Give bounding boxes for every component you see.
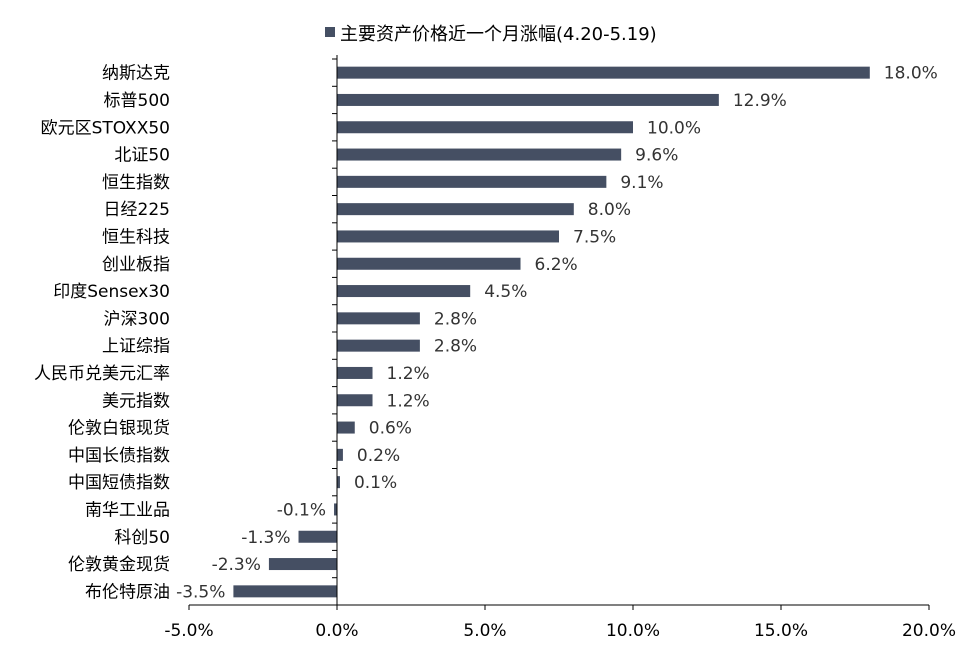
- data-label: 10.0%: [647, 118, 701, 138]
- x-tick-label: 15.0%: [754, 621, 808, 641]
- category-label: 沪深300: [104, 309, 170, 329]
- data-label: 9.1%: [620, 173, 663, 193]
- category-label: 标普500: [104, 91, 170, 111]
- bar: [337, 257, 521, 270]
- bar: [337, 339, 420, 352]
- category-label: 恒生科技: [102, 227, 170, 247]
- bar: [337, 394, 373, 407]
- category-label: 欧元区STOXX50: [41, 118, 170, 138]
- data-label: -1.3%: [241, 528, 290, 548]
- bar: [334, 503, 337, 516]
- data-label: 7.5%: [573, 227, 616, 247]
- bar: [337, 175, 607, 188]
- x-tick-label: 20.0%: [902, 621, 956, 641]
- data-label: 0.1%: [354, 473, 397, 493]
- x-tick-label: 5.0%: [463, 621, 506, 641]
- x-tick-label: -5.0%: [164, 621, 213, 641]
- x-tick-label: 0.0%: [315, 621, 358, 641]
- data-label: 0.6%: [369, 419, 412, 439]
- data-label: 1.2%: [387, 391, 430, 411]
- data-label: 18.0%: [884, 64, 938, 84]
- bar: [337, 148, 622, 161]
- axes: -5.0% 0.0% 5.0% 10.0% 15.0% 20.0%: [164, 55, 956, 641]
- bar: [337, 66, 870, 79]
- category-label: 中国长债指数: [68, 446, 170, 466]
- legend-swatch: [325, 27, 335, 37]
- x-tick-label: 10.0%: [606, 621, 660, 641]
- category-label: 美元指数: [102, 391, 170, 411]
- data-label: 0.2%: [357, 446, 400, 466]
- category-label: 恒生指数: [102, 173, 170, 193]
- data-label: 2.8%: [434, 337, 477, 357]
- category-label: 印度Sensex30: [53, 282, 170, 302]
- bar: [298, 530, 337, 543]
- data-label: 4.5%: [484, 282, 527, 302]
- data-label: 8.0%: [588, 200, 631, 220]
- bars: [233, 66, 870, 598]
- bar: [337, 366, 373, 379]
- data-label: -2.3%: [212, 555, 261, 575]
- data-label: -0.1%: [277, 500, 326, 520]
- bar: [337, 203, 574, 216]
- data-label: -3.5%: [176, 582, 225, 602]
- bar: [337, 421, 355, 434]
- bar: [337, 230, 559, 243]
- category-label: 上证综指: [102, 337, 170, 357]
- bar: [337, 121, 633, 134]
- bar: [337, 448, 343, 461]
- data-label: 2.8%: [434, 309, 477, 329]
- legend: 主要资产价格近一个月涨幅(4.20-5.19): [325, 24, 657, 45]
- category-label: 布伦特原油: [85, 582, 170, 602]
- value-labels: 18.0% 12.9% 10.0% 9.6% 9.1% 8.0% 7.5% 6.2% 4.5% 2…: [176, 64, 938, 603]
- bar: [233, 585, 337, 598]
- category-label: 中国短债指数: [68, 473, 170, 493]
- category-label: 伦敦白银现货: [68, 419, 170, 439]
- bar: [337, 476, 340, 489]
- legend-label: 主要资产价格近一个月涨幅(4.20-5.19): [340, 24, 657, 45]
- category-label: 北证50: [114, 146, 170, 166]
- data-label: 12.9%: [733, 91, 787, 111]
- data-label: 1.2%: [387, 364, 430, 384]
- category-label: 日经225: [104, 200, 170, 220]
- data-label: 9.6%: [635, 146, 678, 166]
- bar: [337, 285, 471, 298]
- category-label: 人民币兑美元汇率: [34, 364, 170, 384]
- category-label: 南华工业品: [85, 500, 170, 520]
- category-label: 科创50: [114, 528, 170, 548]
- bar: [337, 93, 719, 106]
- category-label: 伦敦黄金现货: [68, 555, 170, 575]
- bar: [337, 312, 420, 325]
- bar: [268, 558, 337, 571]
- category-label: 创业板指: [102, 255, 170, 275]
- category-label: 纳斯达克: [102, 64, 170, 84]
- data-label: 6.2%: [535, 255, 578, 275]
